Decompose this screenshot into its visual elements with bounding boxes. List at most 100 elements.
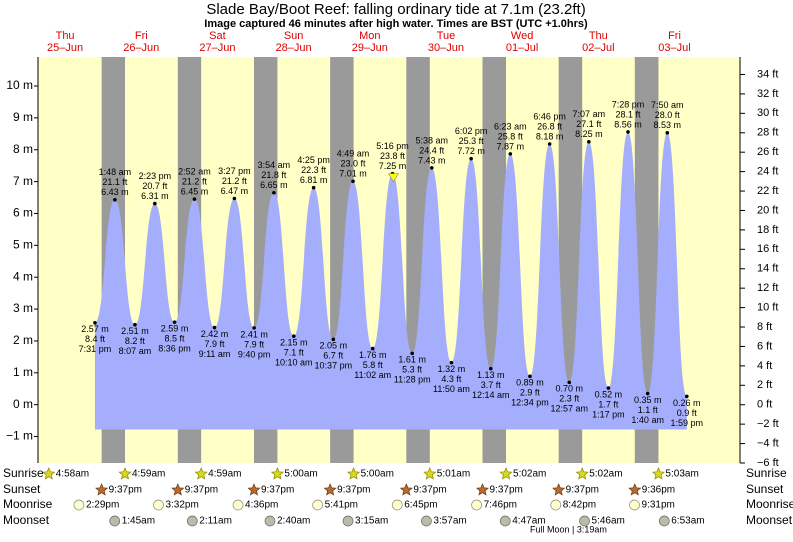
tide-point: [469, 156, 473, 161]
y2-tick-label: 24 ft: [757, 166, 778, 178]
time-label: 3:54 am: [258, 160, 291, 170]
tide-point: [488, 366, 493, 371]
tide-point: [429, 166, 434, 170]
value-label: 0.70 m: [555, 384, 583, 394]
moonrise-icon: [629, 499, 640, 511]
tide-point: [567, 380, 572, 385]
value-label: 0.35 m: [634, 395, 662, 405]
tide-point: [587, 139, 591, 144]
day-date: 29–Jun: [352, 42, 388, 54]
time-label: 2:23 pm: [139, 171, 172, 181]
ft-label: 28.0 ft: [655, 110, 681, 120]
tide-point: [449, 360, 454, 365]
almanac-time: 2:29pm: [86, 500, 119, 511]
time-label: 8:07 am: [119, 346, 152, 356]
almanac-time: 2:11am: [199, 516, 232, 527]
y-tick-label: 5 m: [13, 238, 33, 252]
almanac-time: 9:36pm: [642, 485, 675, 496]
ft-label: 25.3 ft: [459, 136, 485, 146]
value-label: 2.41 m: [240, 329, 268, 339]
ft-label: 8.4 ft: [85, 334, 106, 344]
day-date: 30–Jun: [428, 42, 464, 54]
almanac-time: 9:37pm: [109, 485, 142, 496]
tide-point: [93, 320, 97, 325]
time-label: 6:46 pm: [533, 111, 566, 121]
day-name: Thu: [589, 30, 608, 42]
moonset-icon: [658, 515, 670, 527]
y2-tick-label: 32 ft: [757, 88, 778, 100]
y-tick-label: 4 m: [13, 269, 33, 283]
y2-tick-label: 16 ft: [757, 243, 778, 255]
tide-point: [331, 337, 336, 342]
moon-phase-note: Full Moon | 3:19am: [530, 524, 607, 534]
ft-label: 27.1 ft: [576, 119, 602, 129]
almanac-time: 4:58am: [56, 469, 89, 480]
ft-label: 20.7 ft: [142, 181, 168, 191]
y2-tick-label: 8 ft: [757, 321, 772, 333]
value-label: 2.05 m: [320, 341, 348, 351]
value-label: 0.89 m: [516, 378, 544, 388]
time-label: 9:11 am: [199, 349, 231, 359]
y-tick-label: 3 m: [13, 301, 33, 315]
sunrise-icon: [499, 467, 513, 480]
time-label: 1:59 pm: [671, 418, 704, 428]
y-tick-label: 1 m: [13, 365, 33, 379]
moonrise-icon: [391, 499, 403, 511]
almanac-time: 9:37pm: [337, 485, 370, 496]
tide-point: [192, 197, 197, 201]
time-label: 10:37 pm: [315, 361, 353, 371]
ft-label: 22.3 ft: [301, 165, 327, 175]
moonrise-icon: [232, 499, 244, 511]
day-date: 25–Jun: [47, 42, 83, 54]
ft-label: 21.1 ft: [102, 177, 128, 187]
day-name: Fri: [668, 30, 681, 42]
tide-point: [232, 196, 237, 201]
value-label: 2.15 m: [280, 338, 308, 348]
value-label: 2.42 m: [201, 329, 229, 339]
almanac-time: 9:37pm: [185, 485, 218, 496]
y2-tick-label: 26 ft: [757, 146, 778, 158]
tide-point: [508, 152, 513, 156]
almanac-time: 9:31pm: [642, 500, 675, 511]
sunset-icon: [628, 483, 642, 496]
ft-label: 21.2 ft: [182, 177, 208, 187]
y2-tick-label: 6 ft: [757, 340, 772, 352]
time-label: 7:07 am: [573, 109, 606, 119]
ft-label: 7.1 ft: [284, 348, 305, 358]
y-tick-label: 7 m: [13, 174, 33, 188]
time-label: 6:02 pm: [455, 126, 488, 136]
time-label: 4:49 am: [337, 149, 370, 159]
current-marker: [387, 173, 400, 183]
day-date: 26–Jun: [123, 42, 159, 54]
day-date: 02–Jul: [582, 42, 614, 54]
ft-label: 26.8 ft: [537, 121, 563, 131]
time-label: 10:10 am: [275, 358, 313, 368]
almanac-time: 1:45am: [122, 516, 155, 527]
value-label: 7.43 m: [418, 155, 446, 165]
y2-tick-label: 0 ft: [757, 399, 772, 411]
sunrise-icon: [270, 467, 284, 480]
almanac-time: 9:37pm: [489, 485, 522, 496]
almanac-row-label: Moonset: [746, 513, 793, 527]
tide-point: [528, 374, 532, 379]
day-date: 27–Jun: [199, 42, 235, 54]
sunrise-icon: [651, 467, 666, 480]
day-date: 28–Jun: [276, 42, 312, 54]
ft-label: 6.7 ft: [323, 351, 344, 361]
tide-point: [172, 320, 177, 324]
y2-tick-label: 28 ft: [757, 127, 778, 139]
moonset-icon: [342, 515, 354, 527]
day-date: 03–Jul: [658, 42, 690, 54]
tide-point: [153, 201, 157, 206]
moonset-icon: [579, 515, 590, 527]
ft-label: 5.8 ft: [363, 360, 384, 370]
ft-label: 7.9 ft: [244, 339, 265, 349]
y2-tick-label: 34 ft: [757, 68, 778, 80]
ft-label: 3.7 ft: [481, 380, 502, 390]
tide-point: [606, 386, 611, 390]
almanac-time: 5:03am: [665, 469, 698, 480]
almanac-row-label: Sunset: [746, 482, 784, 496]
ft-label: 21.8 ft: [261, 170, 287, 180]
value-label: 6.31 m: [141, 191, 169, 201]
almanac-time: 6:45pm: [404, 500, 437, 511]
